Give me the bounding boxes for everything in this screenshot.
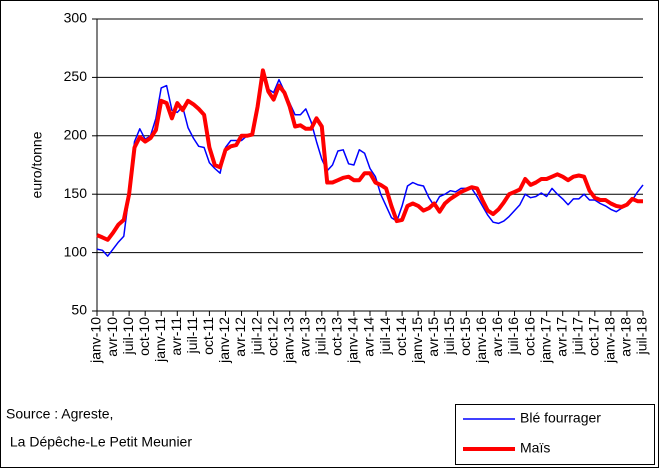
x-tick-label: oct-17 <box>586 317 602 356</box>
x-tick-label: avr-15 <box>425 317 441 357</box>
x-tick-label: oct-10 <box>136 317 152 356</box>
x-tick-label: janv-16 <box>473 317 489 364</box>
x-tick-label: janv-14 <box>345 317 361 364</box>
x-tick-label: avr-12 <box>232 317 248 357</box>
x-tick-label: janv-12 <box>216 317 232 364</box>
x-tick-label: janv-13 <box>280 317 296 364</box>
x-tick-label: oct-13 <box>329 317 345 356</box>
x-tick-label: janv-10 <box>88 317 104 364</box>
x-tick-label: oct-16 <box>521 317 537 356</box>
x-tick-label: avr-11 <box>168 317 184 356</box>
x-tick-label: oct-12 <box>264 317 280 356</box>
x-tick-label: avr-18 <box>618 317 634 357</box>
x-tick-label: juil-13 <box>313 317 329 356</box>
x-tick-label: juil-14 <box>377 317 393 356</box>
source-text: La Dépêche-Le Petit Meunier <box>6 434 192 450</box>
source-text: Source : Agreste, <box>6 406 113 422</box>
x-tick-label: janv-11 <box>152 317 168 363</box>
x-tick-label: oct-11 <box>200 317 216 355</box>
x-tick-label: janv-18 <box>602 317 618 364</box>
x-tick-label: janv-17 <box>537 317 553 364</box>
y-tick-label: 250 <box>64 68 88 84</box>
x-tick-label: juil-11 <box>184 317 200 355</box>
y-tick-label: 200 <box>64 127 88 143</box>
x-tick-label: juil-15 <box>441 317 457 356</box>
legend-label: Blé fourrager <box>520 410 601 426</box>
x-tick-label: avr-16 <box>489 317 505 357</box>
x-tick-label: juil-17 <box>569 317 585 356</box>
x-tick-label: juil-18 <box>634 317 650 356</box>
data-line <box>96 76 644 257</box>
y-tick-label: 50 <box>71 302 87 318</box>
legend-label: Maïs <box>520 440 550 456</box>
x-tick-label: avr-17 <box>553 317 569 357</box>
x-tick-label: oct-15 <box>457 317 473 356</box>
y-axis-label: euro/tonne <box>29 131 45 198</box>
y-tick-label: 100 <box>64 243 88 259</box>
x-tick-label: avr-10 <box>104 317 120 357</box>
y-tick-label: 150 <box>64 185 88 201</box>
legend <box>455 404 655 465</box>
x-tick-label: juil-16 <box>505 317 521 356</box>
data-line <box>96 68 643 242</box>
x-tick-label: juil-10 <box>120 317 136 356</box>
x-tick-label: avr-13 <box>296 317 312 357</box>
x-tick-label: oct-14 <box>393 317 409 356</box>
x-tick-label: avr-14 <box>361 317 377 357</box>
x-tick-label: juil-12 <box>248 317 264 356</box>
x-tick-label: janv-15 <box>409 317 425 364</box>
y-tick-label: 300 <box>64 10 88 26</box>
